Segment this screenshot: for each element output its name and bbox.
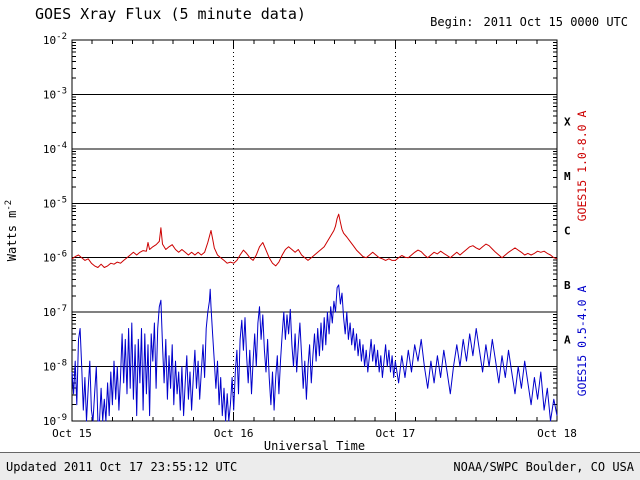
y-tick-label: 10-5: [43, 195, 67, 210]
y-tick-label: 10-6: [43, 250, 67, 265]
y-tick-label: 10-9: [43, 413, 67, 428]
series-line-long-xray: [71, 213, 558, 268]
x-tick-label: Oct 18: [537, 427, 577, 440]
y-tick-labels: 10-2 10-3 10-4 10-5 10-6 10-7 10-8 10-9: [43, 32, 67, 428]
begin-timestamp: Begin: 2011 Oct 15 0000 UTC: [430, 15, 628, 29]
y-tick-label: 10-4: [43, 141, 67, 156]
updated-timestamp: Updated 2011 Oct 17 23:55:12 UTC: [6, 459, 238, 474]
x-axis-title: Universal Time: [264, 439, 365, 452]
flare-class-label-a: A: [564, 333, 571, 346]
credit-noaa-swpc: NOAA/SWPC Boulder, CO USA: [453, 459, 634, 474]
series-label-short-xray: GOES15 0.5-4.0 A: [575, 286, 589, 397]
y-tick-label: 10-7: [43, 304, 67, 319]
begin-value: 2011 Oct 15 0000 UTC: [483, 15, 629, 29]
y-axis-title: Watts m-2: [4, 200, 19, 261]
y-tick-label: 10-8: [43, 359, 67, 374]
series-line-short-xray: [71, 284, 558, 422]
flare-class-label-c: C: [564, 225, 571, 238]
flare-class-label-m: M: [564, 170, 571, 183]
chart-title: GOES Xray Flux (5 minute data): [35, 5, 306, 23]
axis-ticks: [71, 40, 558, 421]
footer-bar: Updated 2011 Oct 17 23:55:12 UTC NOAA/SW…: [0, 452, 640, 480]
plot-frame: [71, 39, 558, 422]
x-tick-label: Oct 15: [52, 427, 92, 440]
x-tick-label: Oct 16: [214, 427, 254, 440]
series-label-long-xray: GOES15 1.0-8.0 A: [575, 111, 589, 222]
y-tick-label: 10-2: [43, 32, 67, 47]
flare-class-label-b: B: [564, 279, 571, 292]
flare-class-label-x: X: [564, 116, 571, 129]
grid-lines: [72, 40, 557, 421]
begin-label: Begin:: [430, 15, 474, 29]
y-tick-label: 10-3: [43, 86, 67, 101]
x-tick-label: Oct 17: [375, 427, 415, 440]
